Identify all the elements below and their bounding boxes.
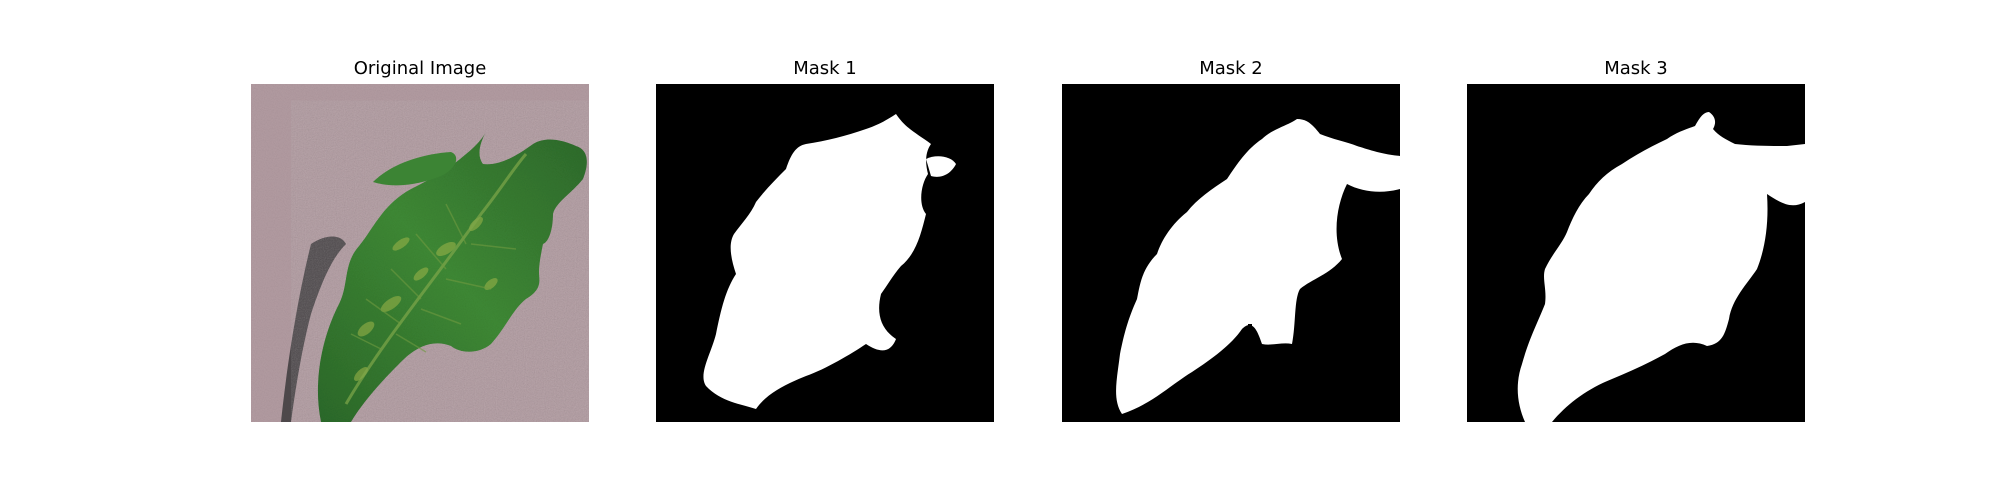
panel-title-mask-3: Mask 3 xyxy=(1604,58,1668,79)
mask-2-image xyxy=(1062,84,1400,422)
panel-title-mask-1: Mask 1 xyxy=(793,58,857,79)
panel-title-original: Original Image xyxy=(353,58,487,79)
leaf-photo xyxy=(251,84,589,422)
original-image xyxy=(251,84,589,422)
mask-2 xyxy=(1062,84,1400,422)
mask-3 xyxy=(1467,84,1805,422)
mask-1 xyxy=(656,84,994,422)
panel-title-mask-2: Mask 2 xyxy=(1199,58,1263,79)
mask-3-image xyxy=(1467,84,1805,422)
mask-1-image xyxy=(656,84,994,422)
